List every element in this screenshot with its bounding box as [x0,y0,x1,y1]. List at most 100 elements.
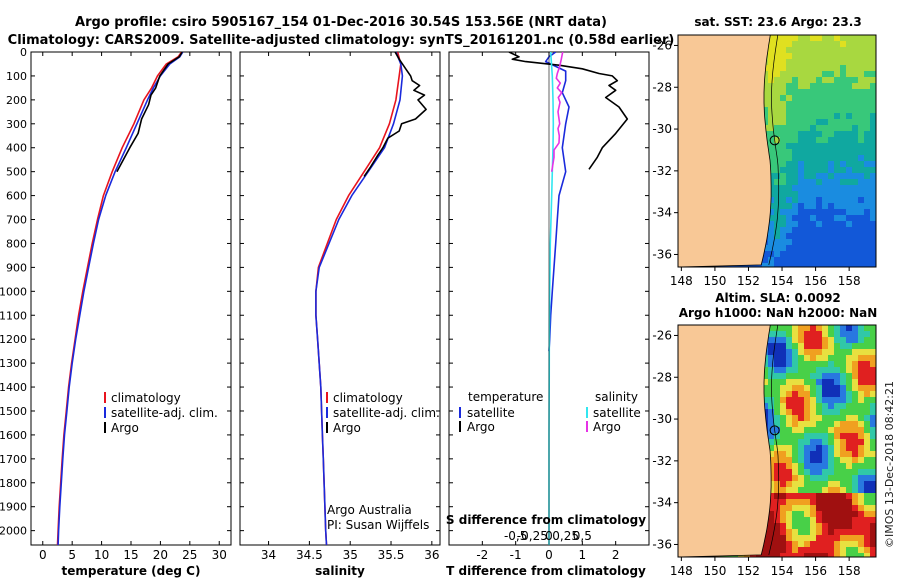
map-cell [858,245,865,252]
map-cell [774,263,781,267]
map-cell [798,125,805,132]
map-cell [798,119,805,126]
map-cell [798,463,805,470]
map-cell [804,505,811,512]
map-cell [840,89,847,96]
map-cell [804,445,811,452]
map-cell [864,245,871,252]
map-cell [840,137,847,144]
map-cell [804,403,811,410]
map-cell [816,379,823,386]
map-cell [786,373,793,380]
map-cell [810,517,817,524]
x-tick-label: 34 [261,548,276,562]
legend-label: satellite [593,406,641,420]
map-cell [792,83,799,90]
map-cell [804,421,811,428]
map-cell [852,553,859,557]
map-cell [816,385,823,392]
map-cell [804,53,811,60]
temperature-x-label: temperature (deg C) [62,564,201,578]
depth-tick-label: 1000 [0,285,27,298]
map-cell [852,379,859,386]
map-cell [822,361,829,368]
map-cell [792,251,799,258]
legend-label: Argo [593,420,621,434]
series-satellite-adj-clim- [57,52,184,545]
map-cell [780,185,787,192]
map-cell [834,421,841,428]
map-cell [798,499,805,506]
map-cell [774,409,781,416]
salinity-x-label: salinity [315,564,365,578]
map-lon-label: 152 [737,274,760,288]
map-cell [792,325,799,332]
map-cell [840,439,847,446]
map-lat-label: -30 [652,122,672,136]
map-cell [774,131,781,138]
map-cell [852,481,859,488]
map-cell [810,529,817,536]
map-cell [858,233,865,240]
map-cell [786,239,793,246]
map-cell [810,41,817,48]
map-cell [822,451,829,458]
map-cell [780,53,787,60]
map-lon-label: 158 [838,564,861,578]
map-cell [780,529,787,536]
map-cell [846,149,853,156]
map-cell [810,331,817,338]
map-cell [804,373,811,380]
map-cell [774,331,781,338]
map-cell [780,397,787,404]
map-cell [852,523,859,530]
map-cell [798,469,805,476]
map-cell [828,325,835,332]
map-cell [816,505,823,512]
map-cell [840,185,847,192]
map-cell [858,421,865,428]
map-cell [780,409,787,416]
map-cell [810,185,817,192]
map-cell [798,457,805,464]
map-cell [840,349,847,356]
map-cell [834,257,841,264]
map-cell [852,119,859,126]
land-mass [678,35,772,267]
map-cell [768,409,775,416]
map-cell [780,505,787,512]
map-cell [810,535,817,542]
map-cell [858,197,865,204]
map-cell [846,397,853,404]
map-cell [846,415,853,422]
map-cell [816,325,823,332]
map-cell [870,59,876,66]
map-cell [792,475,799,482]
map-cell [810,77,817,84]
map-lat-label: -36 [652,247,672,261]
map-cell [840,499,847,506]
map-cell [852,331,859,338]
depth-tick-label: 400 [6,142,27,155]
map-cell [858,415,865,422]
map-cell [828,179,835,186]
map-cell [828,59,835,66]
map-cell [804,185,811,192]
map-cell [870,529,876,536]
x-tick-label: 20 [153,548,168,562]
map-cell [816,535,823,542]
map-cell [864,367,871,374]
map-cell [822,385,829,392]
x-tick-label: -2 [476,548,488,562]
map-cell [822,547,829,554]
map-cell [828,469,835,476]
map-cell [840,155,847,162]
map-cell [840,131,847,138]
map-cell [822,233,829,240]
map-cell [786,173,793,180]
map-cell [798,233,805,240]
map-cell [786,529,793,536]
map-cell [828,137,835,144]
map-cell [840,463,847,470]
map-cell [774,149,781,156]
